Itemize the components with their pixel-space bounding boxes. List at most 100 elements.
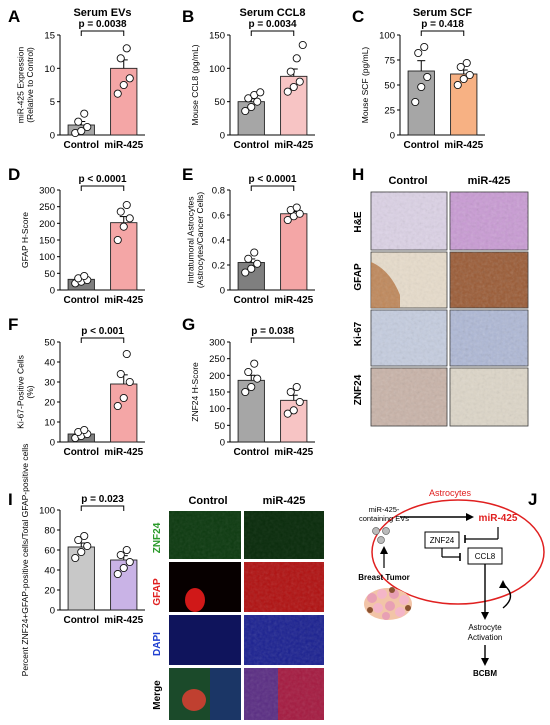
- panel-c-data-point: [456, 62, 465, 72]
- panel-i-data-point: [80, 531, 89, 541]
- panel-d-chart: 0 50 100 150 200 250 300 GFAP H-Score Control miR…: [20, 174, 145, 306]
- h-row-znf24: ZNF24: [353, 374, 364, 405]
- if-row-dapi: DAPI: [152, 632, 163, 656]
- panel-f-data-point: [80, 425, 89, 435]
- panel-b-ylabel: Mouse CCL8 (pg/mL): [190, 44, 200, 125]
- panel-c-data-point: [417, 82, 426, 92]
- panel-c-chart: Serum SCF 0 25 50 75 100 Mouse SCF (pg/mL) Cont…: [360, 7, 485, 151]
- panel-i-significance-bracket: [80, 505, 125, 511]
- panel-i-category-control: Control: [63, 615, 99, 626]
- panel-f-data-point: [122, 349, 131, 359]
- panel-b-ytick-label: 0: [220, 131, 225, 142]
- panel-e-data-point: [250, 248, 259, 257]
- panel-c-data-point: [453, 80, 462, 90]
- panel-i-ytick-label: 40: [44, 566, 55, 577]
- panel-d-ytick-label: 300: [39, 186, 55, 197]
- panel-g-data-point: [286, 387, 295, 397]
- panel-e-category-mir425: miR-425: [274, 295, 313, 306]
- panel-i-data-point: [122, 545, 131, 555]
- panel-c-data-point: [465, 70, 474, 80]
- panel-b-ytick-label: 100: [209, 64, 225, 75]
- j-ev-3: [377, 536, 385, 544]
- panel-c-data-point: [423, 72, 432, 82]
- panel-i-data-point: [74, 535, 83, 545]
- panel-a-significance-bracket: [80, 30, 125, 36]
- panel-b-data-point: [286, 67, 295, 76]
- panel-i-ytick-label: 100: [39, 506, 55, 517]
- panel-f-significance-bracket: [80, 337, 125, 343]
- panel-a-ylabel: miR-425 Expression(Relative to Control): [15, 46, 35, 123]
- h-row-he: H&E: [353, 211, 364, 232]
- panel-d-data-point: [125, 214, 134, 223]
- panel-b-title: Serum CCL8: [239, 7, 305, 19]
- panel-e-ytick-label: 0: [220, 286, 225, 297]
- panel-i-ytick-label: 0: [50, 606, 55, 617]
- panel-b-data-point: [289, 82, 298, 92]
- panel-e-significance-bracket: [250, 185, 295, 191]
- panel-d-significance-bracket: [80, 185, 125, 191]
- panel-g-ylabel: ZNF24 H-Score: [190, 362, 200, 422]
- j-mir425-label: miR-425: [479, 513, 518, 524]
- panel-f-data-point: [113, 401, 122, 411]
- panel-b-category-mir425: miR-425: [274, 140, 313, 151]
- panel-c-significance-bracket: [420, 30, 465, 36]
- panel-letter-i: I: [8, 490, 13, 509]
- panel-g-data-point: [250, 359, 259, 368]
- panel-b-data-point: [253, 97, 262, 106]
- panel-a-ytick-label: 5: [50, 97, 55, 108]
- panel-b-data-point: [247, 102, 256, 112]
- panel-b-significance-bracket: [250, 30, 295, 36]
- panel-a-data-point: [77, 126, 86, 136]
- panel-i-ytick-label: 60: [44, 546, 55, 557]
- panel-i-chart: 0 20 40 60 80 100 Percent ZNF24+GFAP-positive …: [20, 444, 145, 677]
- panel-f-ytick-label: 30: [44, 378, 55, 389]
- panel-i-data-point: [83, 541, 92, 551]
- j-ccl8-label: CCL8: [475, 552, 496, 561]
- panel-i-data-point: [71, 553, 80, 563]
- panel-letter-a: A: [8, 7, 20, 26]
- panel-letter-e: E: [182, 165, 193, 184]
- j-astrocyte-boundary: [371, 499, 545, 605]
- j-astrocytes-label: Astrocytes: [429, 488, 472, 498]
- panel-c-ytick-label: 50: [384, 81, 395, 92]
- panel-d-bar-mir425: [110, 222, 138, 291]
- panel-c-category-mir425: miR-425: [444, 140, 483, 151]
- panel-d-ytick-label: 0: [50, 286, 55, 297]
- panel-c-category-control: Control: [403, 140, 439, 151]
- h-col-control: Control: [388, 175, 427, 187]
- panel-c-title: Serum SCF: [413, 7, 473, 19]
- panel-d-data-point: [113, 235, 122, 245]
- panel-d-category-control: Control: [63, 295, 99, 306]
- panel-a-data-point: [119, 80, 128, 90]
- panel-b-data-point: [283, 87, 292, 96]
- panel-a-ytick-label: 15: [44, 31, 55, 42]
- panel-a-chart: Serum EVs 0 5 10 15 miR-425 Expression(Relati…: [15, 7, 145, 151]
- panel-e-bar-mir425: [280, 213, 308, 291]
- panel-c-ytick-label: 0: [390, 131, 395, 142]
- panel-g-pvalue: p = 0.038: [251, 326, 294, 337]
- panel-g-ytick-label: 100: [209, 404, 225, 415]
- panel-e-data-point: [241, 268, 250, 277]
- panel-d-ylabel: GFAP H-Score: [20, 212, 30, 268]
- panel-b-data-point: [298, 40, 307, 50]
- panel-g-category-control: Control: [233, 447, 269, 458]
- panel-e-data-point: [283, 215, 292, 225]
- panel-g-data-point: [295, 397, 304, 407]
- panel-b-ytick-label: 50: [214, 97, 225, 108]
- panel-c-data-point: [411, 97, 420, 107]
- panel-g-data-point: [289, 406, 298, 415]
- panel-b-chart: Serum CCL8 0 50 100 150 Mouse CCL8 (pg/mL) Con…: [190, 7, 315, 151]
- h-row-gfap: GFAP: [353, 263, 364, 291]
- panel-d-category-mir425: miR-425: [104, 295, 143, 306]
- panel-letter-j: J: [528, 490, 537, 509]
- panel-f-data-point: [125, 377, 134, 387]
- panel-g-ytick-label: 0: [220, 438, 225, 449]
- panel-g-ytick-label: 200: [209, 371, 225, 382]
- panel-d-data-point: [116, 207, 125, 216]
- panel-i-ylabel: Percent ZNF24+GFAP-positive cells/Total …: [20, 444, 30, 677]
- panel-d-data-point: [122, 200, 131, 210]
- panel-e-chart: 0 0.2 0.4 0.6 0.8 Intratumoral Astrocytes(Ast…: [185, 174, 315, 306]
- panel-g-ytick-label: 150: [209, 388, 225, 399]
- panel-i-data-point: [113, 569, 122, 579]
